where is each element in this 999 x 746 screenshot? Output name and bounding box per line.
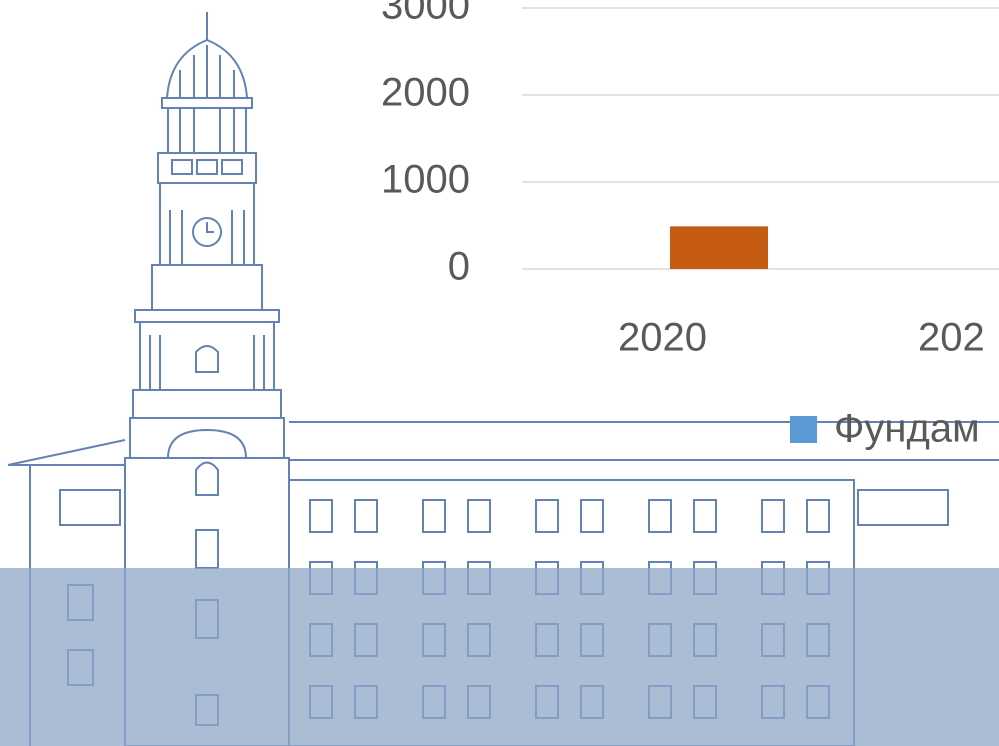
window — [694, 500, 716, 532]
y-tick-label: 0 — [448, 245, 470, 289]
chart: 0 1000 2000 3000 2020 202 Фундам — [381, 0, 999, 451]
window — [423, 500, 445, 532]
legend-label: Фундам — [834, 407, 980, 451]
window — [649, 500, 671, 532]
legend-swatch — [790, 416, 817, 443]
window — [355, 500, 377, 532]
bar — [670, 226, 768, 269]
window — [310, 500, 332, 532]
window — [468, 500, 490, 532]
window — [762, 500, 784, 532]
footer-band — [0, 568, 999, 746]
y-tick-label: 3000 — [381, 0, 470, 28]
window — [536, 500, 558, 532]
x-tick-label: 202 — [918, 316, 985, 360]
window — [581, 500, 603, 532]
y-tick-label: 2000 — [381, 71, 470, 115]
window — [807, 500, 829, 532]
slide: 0 1000 2000 3000 2020 202 Фундам — [0, 0, 999, 746]
y-tick-label: 1000 — [381, 158, 470, 202]
x-tick-label: 2020 — [618, 316, 707, 360]
